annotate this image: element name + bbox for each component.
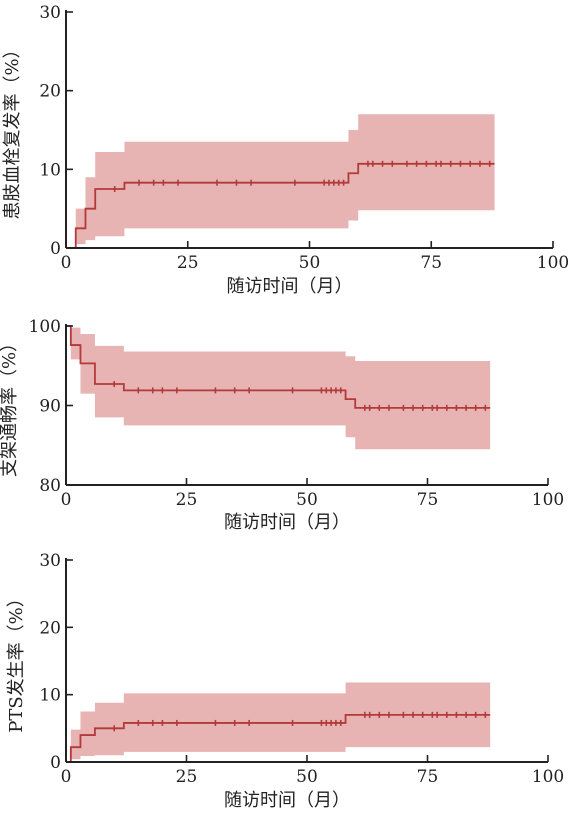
- x-tick-label-recurrence: 0: [61, 253, 72, 273]
- y-axis-title-patency: 支架通畅率（%）: [0, 334, 20, 477]
- y-tick-label-recurrence: 20: [39, 82, 61, 102]
- x-tick-label-patency: 50: [296, 490, 318, 510]
- y-tick-label-patency: 80: [39, 476, 61, 496]
- y-tick-label-recurrence: 30: [39, 3, 61, 23]
- y-tick-label-pts: 30: [39, 551, 61, 571]
- y-tick-label-recurrence: 10: [39, 160, 61, 180]
- x-tick-label-patency: 75: [417, 490, 439, 510]
- y-tick-label-patency: 90: [39, 397, 61, 417]
- x-axis-title-patency: 随访时间（月）: [224, 512, 350, 533]
- y-tick-label-recurrence: 0: [50, 239, 61, 259]
- x-tick-label-pts: 100: [532, 767, 564, 787]
- step-line-recurrence: [66, 162, 495, 249]
- chart-panel-pts: 0 25 50 75 100 0 10 20 30 随访时间（月） PTS发生率（%）: [6, 551, 564, 811]
- y-tick-label-patency: 100: [29, 317, 61, 337]
- chart-panel-recurrence: 0 25 50 75 100 0 10 20 30 随访时间（月） 患肢血栓复发率（%）: [2, 3, 569, 297]
- y-tick-label-pts: 10: [39, 686, 61, 706]
- step-line-patency: [66, 325, 491, 409]
- x-tick-label-patency: 0: [61, 490, 72, 510]
- y-tick-label-pts: 0: [50, 753, 61, 773]
- x-tick-label-patency: 25: [176, 490, 198, 510]
- chart-panel-patency: 0 25 50 75 100 80 90 100 随访时间（月） 支架通畅率（%）: [0, 317, 564, 533]
- x-tick-label-pts: 75: [417, 767, 439, 787]
- ci-band-recurrence: [66, 114, 495, 249]
- y-tick-label-pts: 20: [39, 618, 61, 638]
- ci-band-patency: [66, 326, 491, 450]
- x-axis-title-recurrence: 随访时间（月）: [227, 276, 353, 297]
- step-line-pts: [66, 713, 491, 763]
- y-axis-title-recurrence: 患肢血栓复发率（%）: [2, 40, 23, 219]
- x-tick-label-recurrence: 50: [299, 253, 321, 273]
- x-tick-label-pts: 25: [176, 767, 198, 787]
- x-tick-label-recurrence: 100: [537, 253, 569, 273]
- x-axis-title-pts: 随访时间（月）: [224, 790, 350, 811]
- x-tick-label-pts: 0: [61, 767, 72, 787]
- x-tick-label-recurrence: 75: [420, 253, 442, 273]
- y-axis-title-pts: PTS发生率（%）: [6, 589, 27, 733]
- x-tick-label-patency: 100: [532, 490, 564, 510]
- x-tick-label-recurrence: 25: [177, 253, 199, 273]
- x-tick-label-pts: 50: [296, 767, 318, 787]
